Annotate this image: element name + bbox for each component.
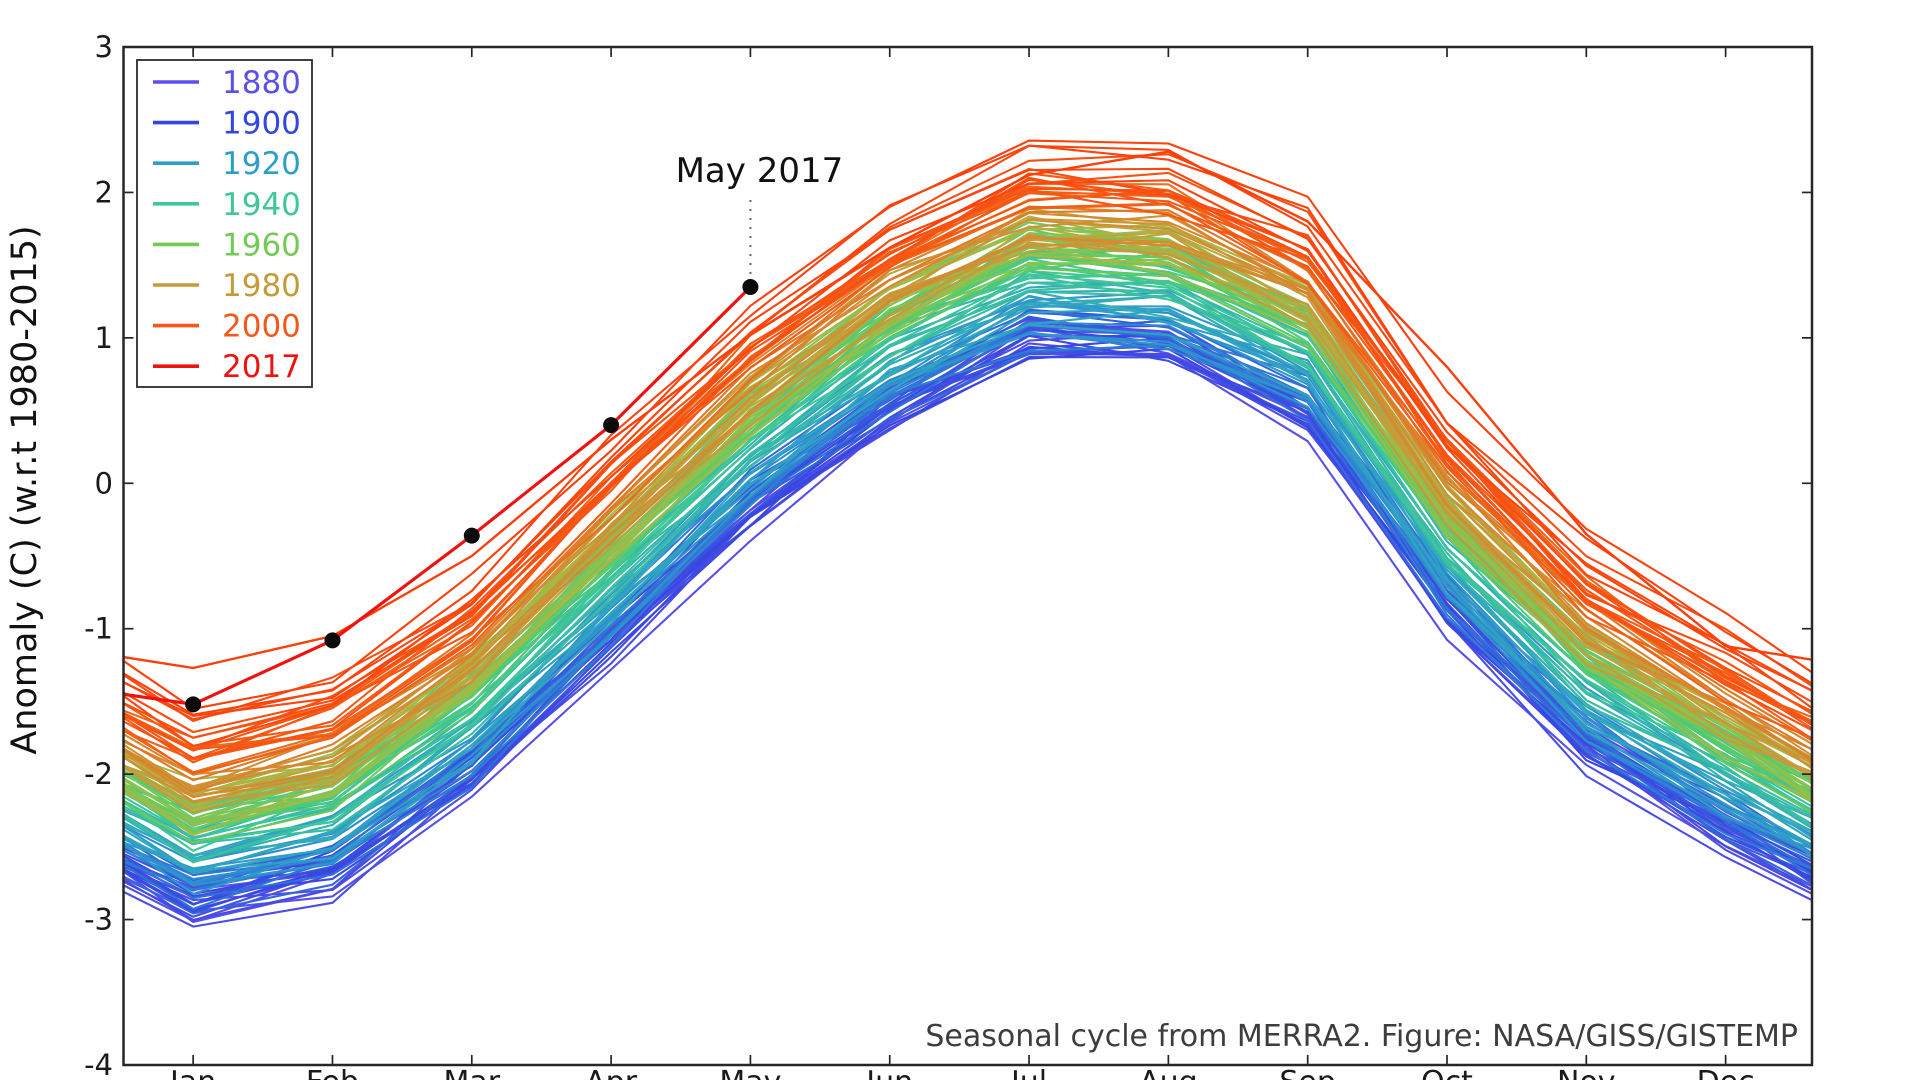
year-line-1920	[123, 300, 1812, 870]
year-line-1923	[123, 323, 1812, 872]
legend-label-1900: 1900	[222, 106, 301, 142]
x-tick-label-mar: Mar	[443, 1065, 500, 1080]
x-tick-label-may: May	[719, 1065, 781, 1080]
year-line-1999	[123, 202, 1812, 775]
legend-item-1960: 1960	[153, 227, 301, 263]
annotation-may-2017: May 2017	[676, 151, 844, 191]
year-line-1922	[123, 295, 1812, 873]
year-line-1984	[123, 241, 1812, 804]
legend-label-2017: 2017	[222, 349, 301, 385]
series-2017	[123, 278, 759, 713]
year-line-1968	[123, 244, 1812, 824]
legend-box	[136, 59, 313, 388]
year-line-1966	[123, 261, 1812, 834]
year-line-1897	[123, 347, 1812, 905]
year-line-1983	[123, 233, 1812, 814]
line-2017	[123, 285, 752, 706]
y-tick-label-0: 0	[95, 466, 113, 500]
plot-border	[122, 45, 1814, 1067]
legend-label-2000: 2000	[222, 309, 301, 345]
y-tick-label--3: -3	[84, 903, 113, 937]
y-axis-label: Anomaly (C) (w.r.t 1980-2015)	[5, 225, 45, 754]
x-tick-label-aug: Aug	[1139, 1065, 1198, 1080]
year-line-1985	[123, 217, 1812, 788]
year-line-1910	[123, 344, 1812, 891]
y-tick-label--1: -1	[84, 612, 113, 646]
source-caption: Seasonal cycle from MERRA2. Figure: NASA…	[925, 1019, 1798, 1054]
x-tick-label-apr: Apr	[585, 1065, 638, 1080]
marker-2017-may	[742, 278, 759, 295]
legend-label-1960: 1960	[222, 227, 301, 263]
y-tick-label-1: 1	[95, 321, 113, 355]
year-line-1990	[123, 235, 1812, 799]
year-line-1915	[123, 294, 1812, 871]
year-line-1907	[123, 324, 1812, 900]
x-tick-label-jun: Jun	[864, 1065, 913, 1080]
legend-item-1880: 1880	[153, 65, 301, 101]
legend-label-1980: 1980	[222, 268, 301, 304]
marker-2017-feb	[324, 632, 341, 649]
year-line-1934	[123, 290, 1812, 862]
x-tick-label-jan: Jan	[168, 1065, 216, 1080]
legend-item-2017: 2017	[153, 349, 301, 385]
x-tick-label-oct: Oct	[1421, 1065, 1473, 1080]
marker-2017-jan	[185, 696, 202, 713]
year-line-2014	[123, 144, 1812, 716]
legend-item-1920: 1920	[153, 146, 301, 182]
legend-label-1880: 1880	[222, 65, 301, 101]
tick-marks	[123, 46, 1812, 1066]
x-tick-label-sep: Sep	[1279, 1065, 1336, 1080]
y-tick-label-2: 2	[95, 175, 113, 209]
legend-item-1980: 1980	[153, 268, 301, 304]
year-line-2013	[123, 167, 1812, 717]
year-line-1993	[123, 205, 1812, 794]
legend-label-1940: 1940	[222, 187, 301, 223]
x-tick-labels: Jan Feb Mar Apr May Jun Jul Aug Sep Oct Nov Dec	[168, 1065, 1755, 1080]
marker-2017-apr	[603, 417, 620, 434]
y-tick-label-3: 3	[95, 30, 113, 64]
x-tick-label-feb: Feb	[306, 1065, 359, 1080]
year-line-1991	[123, 211, 1812, 776]
x-tick-label-jul: Jul	[1009, 1065, 1047, 1080]
year-line-1917	[123, 332, 1812, 886]
y-tick-labels: 3 2 1 0 -1 -2 -3 -4	[84, 30, 113, 1080]
year-line-1928	[123, 295, 1812, 856]
year-line-2004	[123, 188, 1812, 751]
year-line-1941	[123, 273, 1812, 844]
y-tick-label--4: -4	[84, 1048, 113, 1080]
x-tick-label-dec: Dec	[1697, 1065, 1755, 1080]
x-tick-label-nov: Nov	[1557, 1065, 1616, 1080]
year-lines	[123, 139, 1812, 928]
legend: 1880 1900 1920 1940 1960 1980 2000 2017	[136, 59, 313, 388]
legend-item-2000: 2000	[153, 309, 301, 345]
legend-item-1900: 1900	[153, 106, 301, 142]
y-tick-label--2: -2	[84, 757, 113, 791]
marker-2017-mar	[463, 527, 480, 544]
legend-item-1940: 1940	[153, 187, 301, 223]
legend-label-1920: 1920	[222, 146, 301, 182]
year-line-1900	[123, 345, 1812, 898]
year-line-1924	[123, 307, 1812, 875]
